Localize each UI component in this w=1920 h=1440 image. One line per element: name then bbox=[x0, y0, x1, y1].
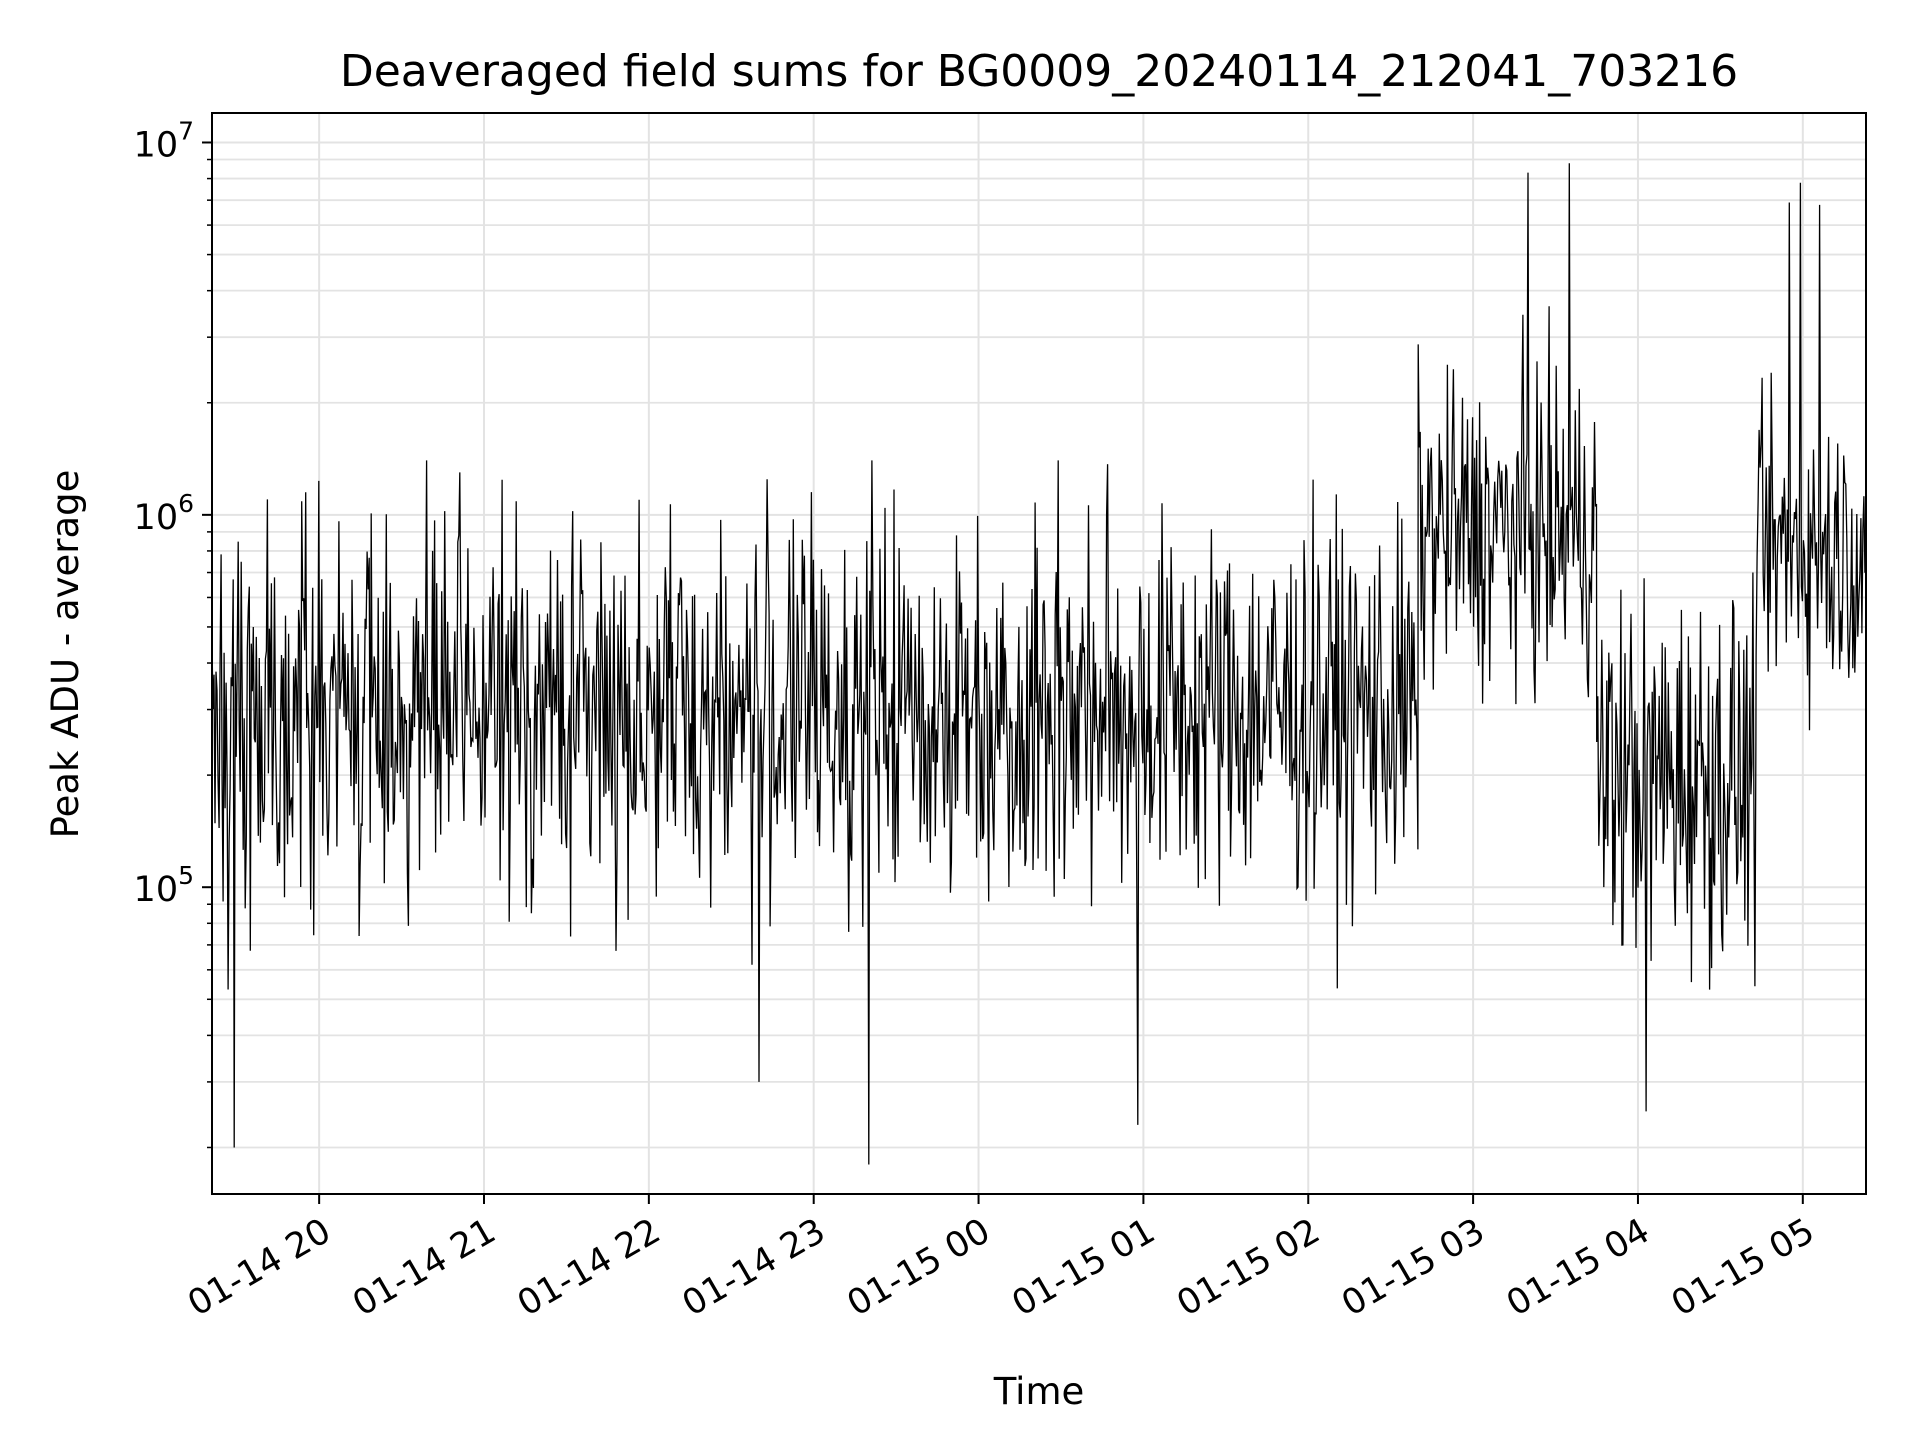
plot-frame bbox=[211, 112, 1867, 1195]
y-tick-label: 107 bbox=[134, 116, 194, 165]
y-tick-label: 105 bbox=[134, 861, 194, 910]
y-axis-ticks: 105 106 107 bbox=[134, 116, 212, 1149]
x-axis-label: Time bbox=[993, 1370, 1085, 1413]
series-line bbox=[211, 163, 1867, 1165]
series-line-group bbox=[211, 163, 1867, 1165]
y-axis-label: Peak ADU - average bbox=[44, 470, 87, 839]
chart-title: Deaveraged field sums for BG0009_2024011… bbox=[340, 46, 1738, 97]
y-tick-label: 106 bbox=[134, 489, 194, 538]
